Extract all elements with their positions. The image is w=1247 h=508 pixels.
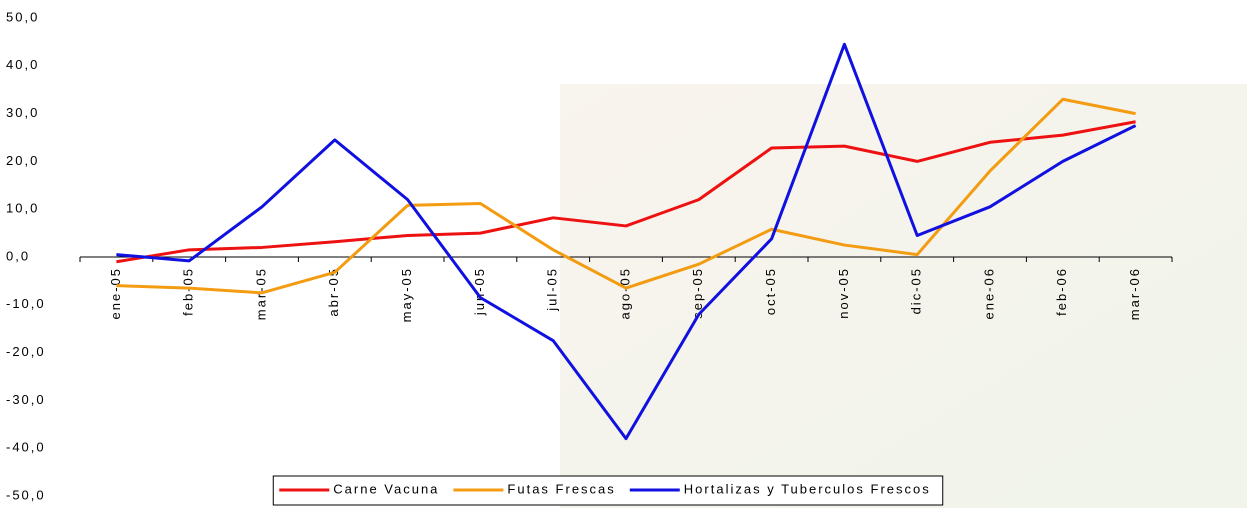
y-tick-label: 10,0	[6, 201, 39, 216]
chart: 50,0 40,0 30,0 20,0 10,0 0,0 -10,0 -20,0 -30,0 -4…	[0, 0, 1247, 508]
x-tick-label: oct-05	[763, 267, 778, 315]
x-tick-label: feb-06	[1054, 267, 1069, 316]
background-photo	[560, 84, 1247, 508]
x-tick-label: nov-05	[836, 267, 851, 319]
x-tick-label: dic-05	[909, 267, 924, 314]
legend-label: Hortalizas y Tuberculos Frescos	[684, 481, 931, 496]
y-tick-label: -40,0	[6, 440, 46, 455]
x-tick-label: ago-05	[617, 267, 632, 319]
x-tick-label: feb-05	[181, 267, 196, 316]
x-tick-label: ene-05	[108, 267, 123, 319]
y-tick-label: 50,0	[6, 9, 39, 24]
y-tick-label: -30,0	[6, 392, 46, 407]
y-tick-label: 30,0	[6, 105, 39, 120]
y-tick-label: -50,0	[6, 487, 46, 502]
y-tick-label: 40,0	[6, 57, 39, 72]
x-tick-label: mar-06	[1127, 267, 1142, 320]
y-tick-label: -10,0	[6, 296, 46, 311]
y-tick-label: 0,0	[6, 248, 30, 263]
y-tick-label: -20,0	[6, 344, 46, 359]
legend-label: Futas Frescas	[507, 481, 615, 496]
x-tick-label: may-05	[399, 267, 414, 322]
y-tick-label: 20,0	[6, 153, 39, 168]
x-tick-label: jul-05	[545, 267, 560, 312]
legend-label: Carne Vacuna	[333, 481, 439, 496]
legend: Carne Vacuna Futas Frescas Hortalizas y Tu…	[273, 476, 942, 505]
x-tick-label: ene-06	[981, 267, 996, 319]
